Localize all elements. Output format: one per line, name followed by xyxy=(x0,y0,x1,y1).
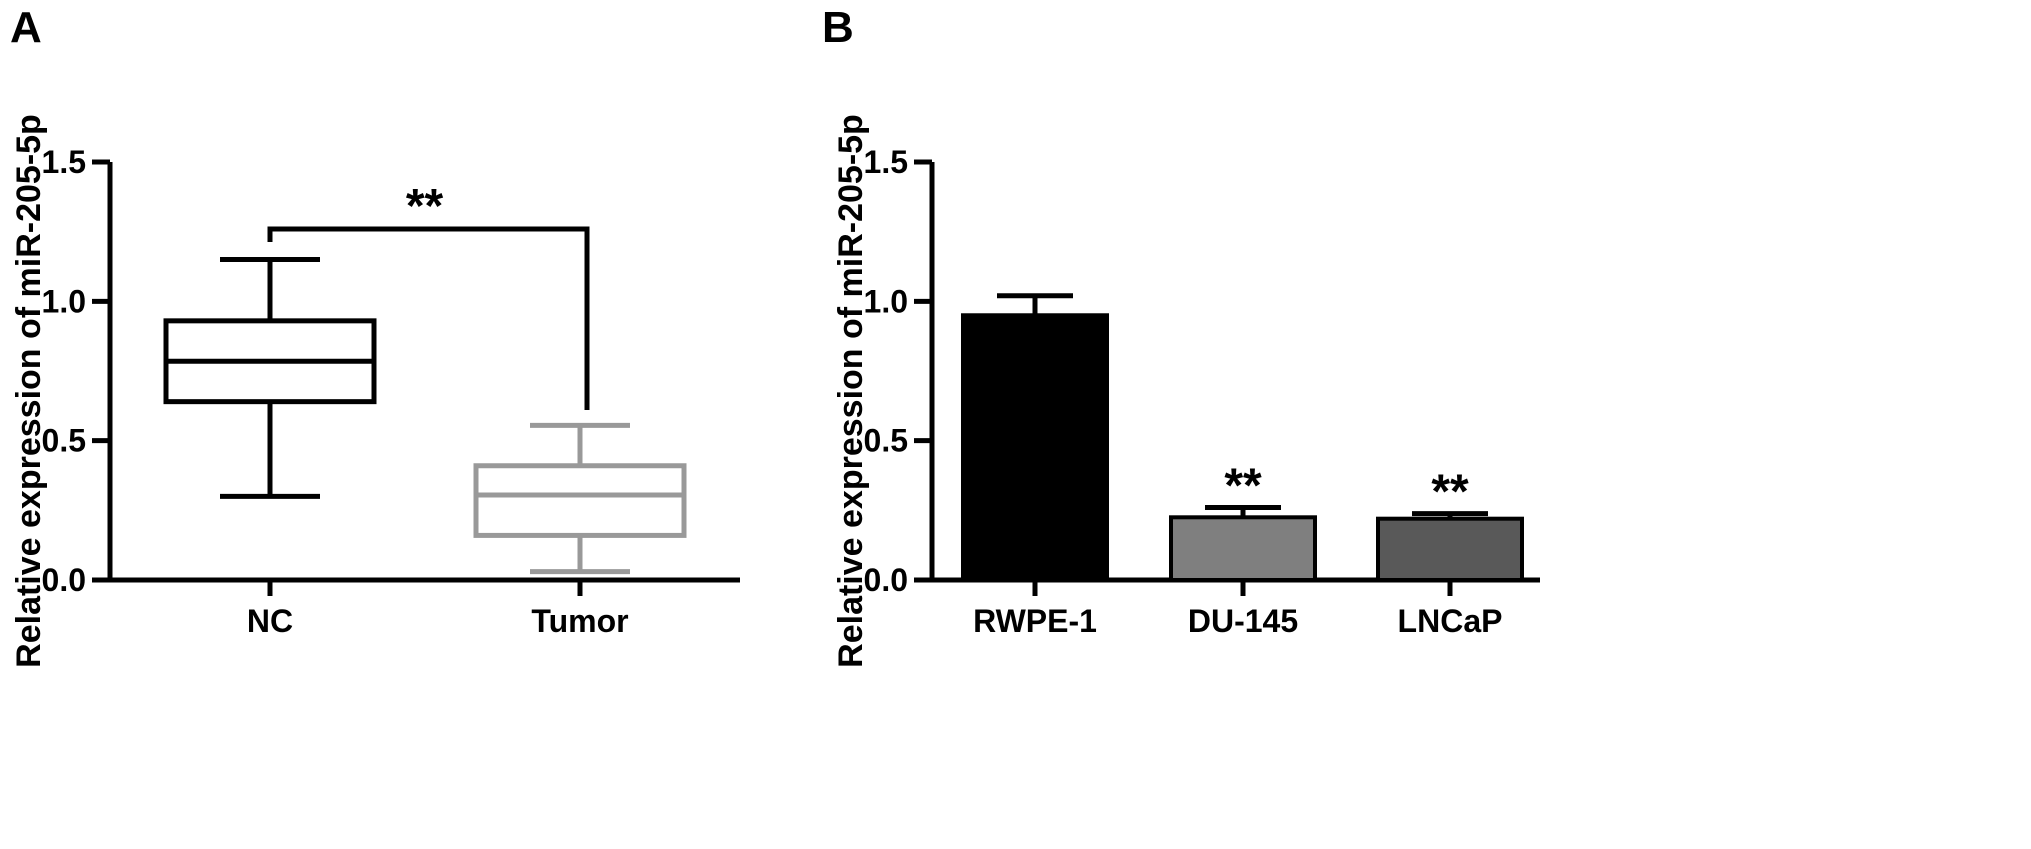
x-tick-label: RWPE-1 xyxy=(973,603,1097,639)
y-tick-label: 0.0 xyxy=(864,562,908,598)
significance-label: ** xyxy=(1431,466,1469,519)
panel-label: B xyxy=(822,3,854,52)
panel-label: A xyxy=(10,3,42,52)
significance-label: ** xyxy=(406,180,444,233)
x-tick-label: NC xyxy=(247,603,293,639)
y-axis-title: Relative expression of miR-205-5p xyxy=(832,114,870,668)
bar-group-lncap: ** xyxy=(1376,466,1524,583)
bar-group-du-145: ** xyxy=(1169,460,1317,582)
bar-group-rwpe-1 xyxy=(961,293,1109,582)
panel-a-boxplot: 0.0 0.5 1.0 1.5 NC Tumor Relative expression o… xyxy=(10,3,740,668)
y-axis-title: Relative expression of miR-205-5p xyxy=(10,114,48,668)
significance-label: ** xyxy=(1224,460,1262,513)
x-tick-label: LNCaP xyxy=(1398,603,1503,639)
y-tick-label: 0.5 xyxy=(42,423,86,459)
panel-b-barchart: 0.0 0.5 1.0 1.5 RWPE-1 DU-145 LNCaP Relative ex… xyxy=(822,3,1540,668)
y-tick-label: 1.0 xyxy=(42,283,86,319)
box-nc xyxy=(163,257,377,499)
y-tick-label: 0.5 xyxy=(864,423,908,459)
y-tick-label: 0.0 xyxy=(42,562,86,598)
bar xyxy=(1376,516,1524,583)
significance-bracket xyxy=(267,226,590,410)
bar xyxy=(961,313,1109,582)
y-tick-label: 1.0 xyxy=(864,283,908,319)
box-tumor xyxy=(473,422,687,575)
y-tick-label: 1.5 xyxy=(42,144,86,180)
box-iqr xyxy=(473,463,687,538)
y-tick-label: 1.5 xyxy=(864,144,908,180)
x-tick-label: DU-145 xyxy=(1188,603,1298,639)
bar xyxy=(1169,515,1317,582)
x-tick-label: Tumor xyxy=(531,603,628,639)
